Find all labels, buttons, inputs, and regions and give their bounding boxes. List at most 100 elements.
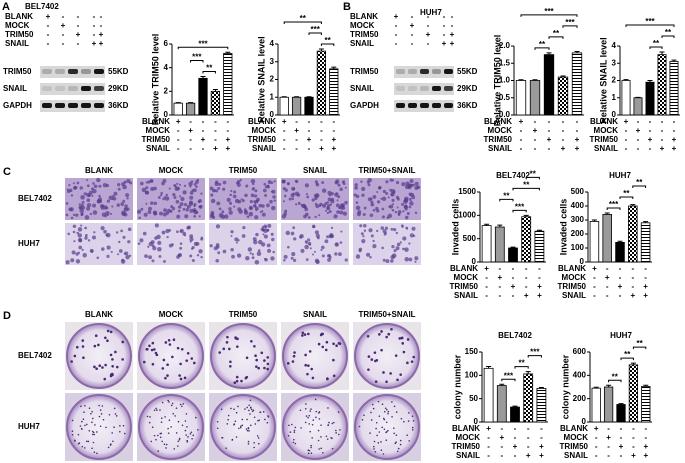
colony — [246, 406, 249, 409]
cell — [330, 226, 334, 230]
colony — [241, 424, 244, 427]
cell — [128, 254, 132, 258]
error-bar — [606, 384, 612, 387]
colony — [263, 359, 266, 362]
cell — [198, 249, 203, 254]
colony — [383, 428, 386, 431]
colony — [175, 432, 178, 434]
cell — [388, 205, 391, 208]
cell — [290, 193, 295, 198]
cell — [137, 242, 141, 246]
colony — [387, 410, 390, 413]
cell — [396, 242, 401, 247]
colony — [293, 429, 296, 432]
y-axis-label: Invaded cells — [450, 199, 460, 256]
cell — [266, 185, 270, 189]
colony — [236, 337, 239, 341]
colony — [293, 431, 296, 434]
bar — [669, 61, 679, 116]
y-tick-label: 0.5 — [499, 93, 511, 102]
cell — [165, 228, 170, 234]
cell — [76, 181, 80, 185]
colony — [193, 361, 196, 365]
cell — [398, 214, 401, 217]
colony — [331, 422, 334, 425]
colony — [393, 405, 396, 408]
colony — [322, 451, 324, 454]
cell — [261, 204, 265, 208]
condition-sign: - — [525, 273, 528, 282]
cell — [175, 199, 180, 204]
colony — [337, 342, 341, 345]
dish — [354, 394, 420, 460]
condition-name: SNAIL — [146, 144, 170, 153]
cell — [383, 232, 387, 236]
colony — [230, 407, 232, 410]
colony — [294, 426, 297, 429]
error-bar — [225, 51, 231, 54]
cell — [314, 230, 319, 235]
condition-sign: - — [576, 126, 579, 135]
colony — [164, 376, 167, 380]
colony — [327, 407, 329, 409]
cell — [339, 210, 344, 215]
cell — [191, 245, 195, 250]
condition-sign: - — [308, 126, 311, 135]
cell — [395, 246, 400, 251]
condition-name: SNAIL — [252, 144, 276, 153]
y-tick-label: 0 — [164, 110, 169, 119]
cell — [339, 241, 343, 244]
colony — [146, 415, 149, 418]
colony — [113, 407, 116, 410]
cell — [147, 245, 150, 248]
condition-sign: - — [498, 291, 501, 300]
colony — [307, 332, 310, 336]
condition-sign: - — [62, 12, 65, 21]
colony — [307, 364, 310, 367]
significance-label: ** — [300, 14, 307, 23]
colony — [237, 427, 240, 430]
cell — [406, 211, 410, 216]
condition-sign: + — [539, 442, 544, 451]
condition-sign: - — [620, 433, 623, 442]
colony — [393, 427, 395, 429]
cell — [369, 256, 372, 259]
cell-line-label: HUH7 — [420, 8, 442, 17]
colony — [83, 411, 85, 413]
colony — [385, 439, 388, 441]
cell — [86, 198, 91, 203]
colony — [111, 364, 114, 368]
condition-sign: + — [594, 424, 599, 433]
cell — [254, 189, 258, 193]
condition-sign: - — [527, 442, 530, 451]
colony — [304, 407, 307, 410]
condition-name: MOCK — [454, 273, 479, 282]
cell — [111, 205, 114, 208]
bar — [279, 96, 289, 116]
cell — [150, 240, 155, 245]
significance-label: ** — [518, 359, 525, 368]
error-bar — [546, 52, 552, 55]
colony — [399, 439, 402, 442]
colony — [176, 346, 180, 350]
cell — [402, 247, 405, 251]
condition-sign: - — [606, 282, 609, 291]
cell — [385, 180, 389, 184]
cell — [246, 215, 250, 219]
condition-sign: - — [644, 433, 647, 442]
cell — [355, 205, 361, 211]
error-bar — [188, 102, 194, 104]
colony — [81, 339, 85, 342]
colony — [123, 432, 126, 435]
significance-bracket — [606, 207, 621, 210]
blot-size: 55KD — [108, 67, 129, 76]
cell — [409, 201, 414, 206]
colony — [250, 408, 253, 411]
condition-sign: - — [548, 144, 551, 153]
cell — [83, 192, 87, 196]
cell — [391, 179, 395, 182]
error-bar — [630, 204, 636, 206]
cell — [242, 225, 246, 230]
cell — [216, 201, 221, 206]
error-bar — [200, 76, 206, 79]
